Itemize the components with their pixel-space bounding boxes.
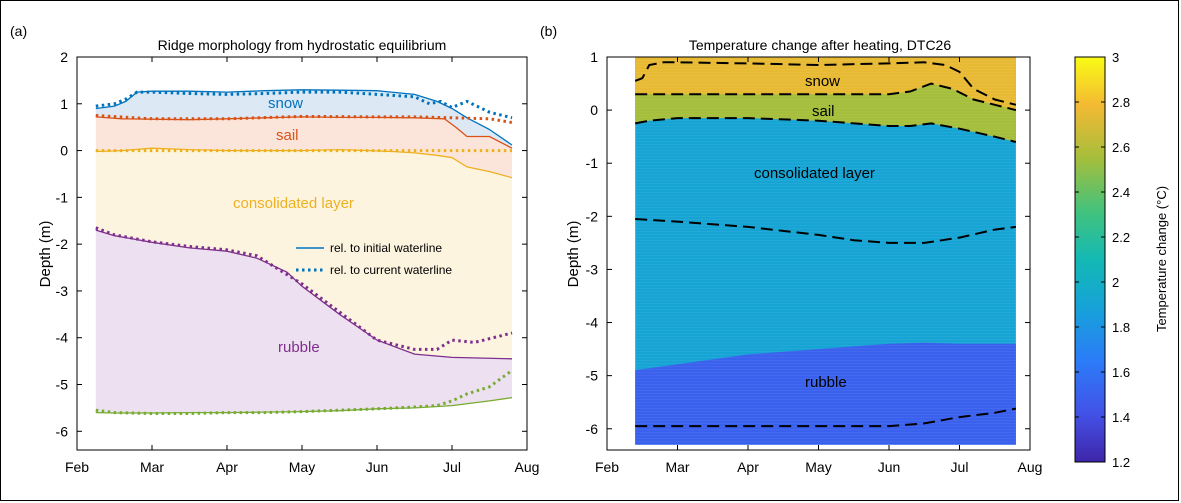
panel-b-label: (b) [540, 23, 557, 39]
ytick-label-b: -3 [586, 261, 599, 277]
ytick-label-a: -1 [56, 189, 69, 205]
panel-b-chart: Temperature change after heating, DTC26 … [565, 37, 1169, 475]
xtick-label-a: Feb [65, 459, 89, 475]
series-line-rubble-solid [95, 229, 513, 360]
colorbar-tick-label: 2 [1112, 275, 1119, 290]
xtick-label-b: Mar [665, 459, 689, 475]
heatmap-annotation-rubble: rubble [805, 374, 847, 391]
panel-a-chart: Ridge morphology from hydrostatic equili… [37, 37, 539, 475]
legend-entry-current: rel. to current waterline [330, 263, 452, 277]
panel-b-annotations: snow sail consolidated layer rubble [754, 73, 875, 391]
heatmap-texture [607, 57, 1030, 450]
xtick-label-a: Apr [216, 459, 238, 475]
xtick-label-b: Aug [1018, 459, 1043, 475]
ytick-label-b: -6 [586, 421, 599, 437]
xtick-label-b: Apr [737, 459, 759, 475]
colorbar-tick-label: 1.6 [1112, 365, 1130, 380]
colorbar-ticks: 3 2.8 2.6 2.4 2.2 2 1.8 1.6 1.4 1.2 [1075, 50, 1130, 470]
panel-a-ylabel: Depth (m) [37, 221, 54, 288]
ytick-label-b: -5 [586, 368, 599, 384]
ytick-label-a: 2 [60, 49, 68, 65]
ytick-label-a: 1 [60, 96, 68, 112]
series-line-sail-solid [95, 116, 513, 149]
xtick-label-a: May [289, 459, 315, 475]
colorbar-tick-label: 2.8 [1112, 95, 1130, 110]
xtick-label-a: Aug [515, 459, 540, 475]
ytick-label-b: -2 [586, 208, 599, 224]
panel-a-title: Ridge morphology from hydrostatic equili… [158, 37, 447, 53]
ytick-label-b: -1 [586, 155, 599, 171]
series-line-snow-solid [95, 89, 513, 146]
annotation-consolidated-layer: consolidated layer [233, 195, 354, 212]
ytick-label-b: 0 [590, 102, 598, 118]
panel-a-axis-ticks: 2 1 0 -1 -2 -3 -4 -5 -6 Feb Mar Apr May Jun Jul Aug [56, 49, 540, 475]
panel-a-series-lines [95, 89, 513, 415]
heatmap-annotation-snow: snow [805, 73, 840, 90]
ytick-label-a: -6 [56, 423, 69, 439]
xtick-label-b: Jun [878, 459, 901, 475]
area-fill-snow [95, 89, 513, 149]
area-fill-rubble [95, 230, 513, 413]
panel-a-label: (a) [10, 23, 27, 39]
colorbar-tick-label: 2.2 [1112, 230, 1130, 245]
panel-b-title: Temperature change after heating, DTC26 [689, 37, 951, 53]
xtick-label-a: Jun [366, 459, 389, 475]
heatmap-annotation-sail: sail [812, 103, 835, 120]
colorbar-tick-label: 1.2 [1112, 455, 1130, 470]
annotation-snow: snow [268, 95, 303, 112]
colorbar-tick-label: 2.4 [1112, 185, 1130, 200]
panel-a-annotations: snow sail consolidated layer rubble [233, 95, 354, 356]
xtick-label-b: Feb [595, 459, 619, 475]
ytick-label-a: -5 [56, 377, 69, 393]
ytick-label-a: -3 [56, 283, 69, 299]
contour-line [635, 407, 1017, 428]
panel-b-ylabel: Depth (m) [565, 221, 582, 288]
heatmap-annotation-consolidated-layer: consolidated layer [754, 165, 875, 182]
panel-b-contours [634, 61, 1017, 428]
colorbar-tick-label: 1.8 [1112, 320, 1130, 335]
ytick-label-a: -2 [56, 236, 69, 252]
ytick-label-b: 1 [590, 49, 598, 65]
panel-a-area-fills [95, 89, 513, 413]
xtick-label-a: Mar [140, 459, 164, 475]
ytick-label-a: -4 [56, 330, 69, 346]
annotation-rubble: rubble [278, 339, 320, 356]
series-line-snow-dotted [95, 90, 513, 120]
ytick-label-b: -4 [586, 315, 599, 331]
colorbar-label: Temperature change (°C) [1154, 186, 1169, 332]
colorbar-tick-label: 3 [1112, 50, 1119, 65]
panel-b-axis-ticks: 1 0 -1 -2 -3 -4 -5 -6 Feb Mar Apr May Jun Jul Aug [586, 49, 1043, 475]
series-line-bottom-dotted [95, 369, 513, 415]
xtick-label-a: Jul [443, 459, 461, 475]
annotation-sail: sail [276, 127, 299, 144]
xtick-label-b: May [805, 459, 831, 475]
contour-line [635, 117, 1017, 143]
panel-a-legend: rel. to initial waterline rel. to curren… [296, 241, 452, 277]
xtick-label-b: Jul [951, 459, 969, 475]
contour-line [635, 82, 1017, 112]
ytick-label-a: 0 [60, 143, 68, 159]
colorbar-tick-label: 2.6 [1112, 140, 1130, 155]
series-line-rubble-dotted [95, 226, 513, 351]
area-fill-consolidated [95, 148, 513, 359]
area-fill-sail [95, 116, 513, 178]
legend-entry-initial: rel. to initial waterline [330, 241, 442, 255]
colorbar [1074, 56, 1106, 463]
colorbar-tick-label: 1.4 [1112, 410, 1130, 425]
contour-line [635, 218, 1017, 244]
contour-line [634, 61, 1017, 106]
